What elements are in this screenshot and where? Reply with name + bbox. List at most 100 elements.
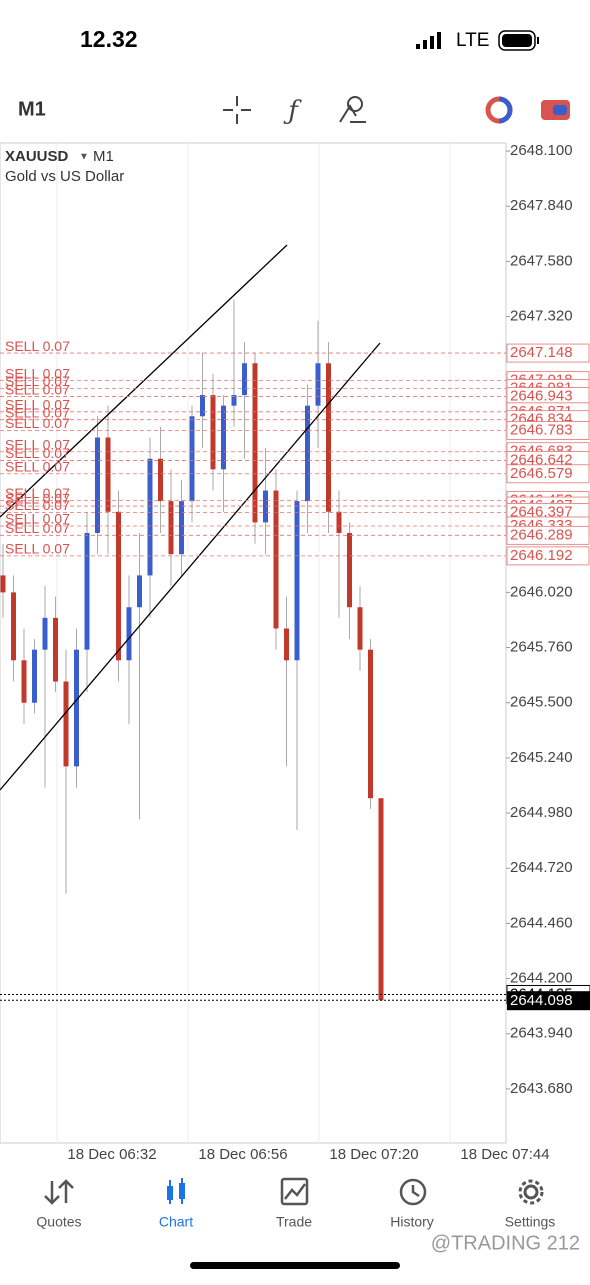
battery-icon [498,30,539,51]
order-price-box [506,525,590,545]
candle-body [168,501,174,555]
candle-body [210,395,216,470]
history-icon [399,1178,427,1206]
candle-body [252,363,258,523]
x-tick-label: 18 Dec 07:44 [460,1146,549,1163]
trade-icon [280,1177,309,1206]
order-price-box [506,546,590,566]
candle-body [126,607,132,661]
y-tick-label: 2643.680 [510,1080,573,1097]
candle-body [200,395,205,417]
order-label: SELL 0.07 [5,338,70,354]
candle-body [179,501,184,555]
account-button[interactable] [541,100,570,120]
quotes-icon [44,1179,74,1205]
x-tick-label: 18 Dec 06:56 [198,1146,287,1163]
nav-label[interactable]: History [390,1214,434,1230]
order-label: SELL 0.07 [5,404,70,420]
y-tick-label: 2644.460 [510,914,573,931]
order-label: SELL 0.07 [5,397,70,413]
order-label: SELL 0.07 [5,445,70,461]
y-tick-label: 2644.980 [510,804,573,821]
candle-body [189,416,195,502]
order-label: SELL 0.07 [5,458,70,474]
order-label: SELL 0.07 [5,541,70,557]
nav-label[interactable]: Settings [505,1214,556,1230]
order-label: SELL 0.07 [5,485,70,501]
candle-body [242,363,247,396]
order-price-label: 2646.783 [510,421,573,438]
order-label: SELL 0.07 [5,511,70,527]
candle-body [158,458,163,502]
candle-body [326,363,331,512]
candle-body [294,501,300,661]
price-label: 2644.098 [510,992,573,1009]
order-price-label: 2646.579 [510,465,573,482]
candle-body [95,437,100,533]
symbol-description: Gold vs US Dollar [5,168,124,185]
order-price-label: 2646.289 [510,526,573,543]
nav-label[interactable]: Chart [159,1214,193,1230]
candle-body [263,490,268,523]
signal-icon [416,32,441,49]
y-tick-label: 2645.760 [510,639,573,656]
dropdown-arrow: ▼ [79,152,89,163]
candle-body [378,798,384,1001]
candle-body [368,649,373,799]
y-tick-label: 2645.500 [510,694,573,711]
order-price-box [506,343,590,363]
status-time: 12.32 [80,26,138,52]
candle-body [347,532,352,608]
trend-line [0,342,381,791]
candle-body [147,458,153,576]
y-tick-label: 2647.320 [510,308,573,325]
y-tick-label: 2646.020 [510,583,573,600]
x-tick-label: 18 Dec 06:32 [67,1146,156,1163]
plot-frame [0,142,507,1144]
candle-body [231,395,237,406]
order-price-label: 2647.148 [510,344,573,361]
order-price-box [506,421,590,440]
order-price-label: 2646.642 [510,451,573,468]
candle-body [357,607,363,650]
chart-timeframe: M1 [93,148,114,165]
nav-label[interactable]: Trade [276,1214,312,1230]
candle-body [21,660,27,703]
candle-body [74,649,79,767]
candle-body [84,532,90,650]
crosshair-button[interactable] [223,96,251,124]
order-price-label: 2646.192 [510,547,573,564]
nav-label[interactable]: Quotes [36,1214,81,1230]
candle-body [53,617,58,682]
order-label: SELL 0.07 [5,491,70,507]
candle-body [221,405,226,470]
y-tick-label: 2647.580 [510,252,573,269]
objects-button[interactable] [339,96,366,123]
candle-body [305,405,310,502]
candle-body [116,511,121,661]
order-price-box [506,464,590,484]
order-label: SELL 0.07 [5,381,70,397]
timeframe-button[interactable]: M1 [18,98,46,120]
candle-body [284,628,289,661]
candle-body [273,490,279,629]
watermark: @TRADING 212 [431,1232,580,1254]
order-price-label: 2646.397 [510,503,573,520]
trade-button[interactable] [485,96,513,124]
y-tick-label: 2645.240 [510,749,573,766]
chart-area [0,142,507,1144]
y-tick-label: 2644.200 [510,970,573,987]
indicators-button[interactable]: ƒ [283,96,302,126]
order-label: SELL 0.07 [5,365,70,381]
candle-body [42,617,48,650]
candle-body [11,592,16,661]
x-tick-label: 18 Dec 07:20 [329,1146,418,1163]
y-tick-label: 2643.940 [510,1025,573,1042]
order-label: SELL 0.07 [5,415,70,431]
y-tick-label: 2647.840 [510,197,573,214]
candle-body [105,437,111,512]
y-tick-label: 2644.720 [510,859,573,876]
bottom-nav [0,1165,590,1280]
